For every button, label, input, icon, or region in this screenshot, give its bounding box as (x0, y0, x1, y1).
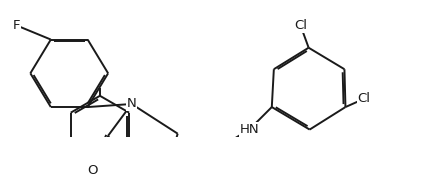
Text: HN: HN (240, 123, 259, 136)
Text: F: F (12, 19, 20, 32)
Text: N: N (127, 97, 137, 110)
Text: Cl: Cl (294, 19, 307, 32)
Text: Cl: Cl (357, 92, 370, 105)
Text: O: O (87, 164, 98, 174)
